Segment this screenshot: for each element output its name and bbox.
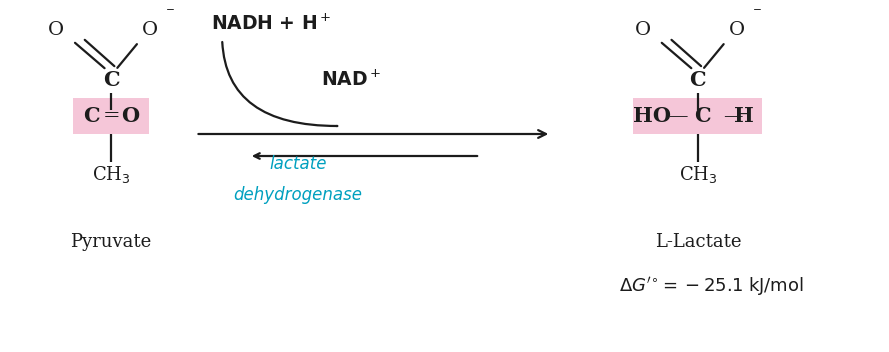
Text: C: C (103, 70, 119, 90)
Text: NAD$^+$: NAD$^+$ (321, 70, 381, 90)
Bar (634, 98, 763, 134)
Bar (73, 98, 149, 134)
Text: CH$_3$: CH$_3$ (92, 164, 131, 186)
Text: Pyruvate: Pyruvate (70, 233, 152, 251)
Text: O: O (142, 21, 158, 39)
Text: —: — (723, 107, 742, 125)
Text: H: H (734, 106, 754, 126)
Text: NADH + H$^+$: NADH + H$^+$ (211, 14, 332, 34)
Text: lactate: lactate (269, 155, 326, 173)
Text: C: C (84, 106, 100, 126)
Text: CH$_3$: CH$_3$ (678, 164, 717, 186)
Text: $^{-}$: $^{-}$ (164, 7, 175, 21)
Text: O: O (635, 21, 651, 39)
Text: O: O (729, 21, 745, 39)
Text: —: — (668, 107, 687, 125)
Text: C: C (694, 106, 710, 126)
Text: L-Lactate: L-Lactate (654, 233, 741, 251)
FancyArrowPatch shape (222, 42, 337, 126)
Text: $^{-}$: $^{-}$ (751, 7, 762, 21)
Text: $\Delta G'^{\circ} = -25.1\;\mathrm{kJ/mol}$: $\Delta G'^{\circ} = -25.1\;\mathrm{kJ/m… (619, 276, 804, 298)
Text: O: O (48, 21, 64, 39)
Text: =: = (102, 107, 120, 126)
Text: HO: HO (633, 106, 670, 126)
Text: C: C (690, 70, 706, 90)
Text: O: O (122, 106, 140, 126)
Text: dehydrogenase: dehydrogenase (233, 186, 363, 204)
